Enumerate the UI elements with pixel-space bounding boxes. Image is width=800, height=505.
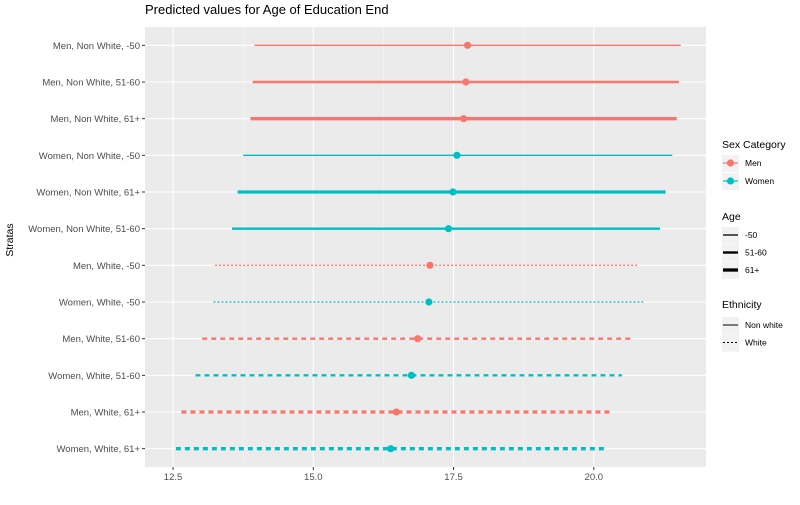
legend-title-age: Age	[722, 211, 741, 223]
x-tick-label: 20.0	[585, 472, 604, 483]
legend-title-ethnicity: Ethnicity	[722, 299, 762, 311]
legend-label: White	[745, 338, 767, 348]
y-tick-label: Men, Non White, -50	[53, 41, 140, 52]
legend-title-sex: Sex Category	[722, 139, 786, 151]
y-tick-label: Women, Non White, -50	[39, 151, 140, 162]
chart-title: Predicted values for Age of Education En…	[145, 2, 389, 17]
plot-panel	[145, 27, 706, 467]
legend: Sex Category Men Women Age -50 51-60 61+ Ethnic…	[722, 139, 786, 352]
x-tick-label: 15.0	[304, 472, 323, 483]
legend-label: Non white	[745, 320, 783, 330]
marks-layer	[175, 41, 681, 453]
legend-label: Women	[745, 176, 774, 186]
y-tick-label: Men, White, -50	[73, 261, 140, 272]
y-tick-label: Women, Non White, 51-60	[28, 224, 140, 235]
legend-key-point	[726, 177, 735, 185]
estimate-point	[426, 261, 434, 269]
estimate-point	[449, 188, 457, 196]
axis-layer: Men, Non White, -50 Men, Non White, 51-60…	[28, 41, 603, 483]
estimate-point	[462, 78, 470, 86]
y-tick-label: Women, White, 61+	[56, 444, 140, 455]
y-tick-label: Men, Non White, 51-60	[42, 78, 140, 89]
y-tick-label: Women, Non White, 61+	[36, 188, 140, 199]
estimate-point	[453, 151, 461, 159]
y-tick-label: Men, Non White, 61+	[50, 114, 140, 125]
legend-key-bg	[722, 334, 739, 352]
legend-label: Men	[745, 158, 762, 168]
y-tick-label: Men, White, 61+	[71, 408, 141, 419]
estimate-point	[407, 371, 416, 379]
y-tick-label: Women, White, -50	[59, 298, 140, 309]
y-tick-label: Men, White, 51-60	[62, 334, 140, 345]
estimate-point	[463, 41, 472, 49]
estimate-point	[444, 225, 453, 233]
estimate-point	[392, 408, 400, 416]
estimate-point	[387, 445, 395, 453]
legend-label: -50	[745, 230, 758, 240]
legend-key-point	[726, 159, 735, 167]
x-tick-label: 12.5	[164, 472, 183, 483]
legend-label: 61+	[745, 265, 759, 275]
estimate-point	[414, 335, 422, 343]
legend-label: 51-60	[745, 248, 767, 258]
x-tick-label: 17.5	[444, 472, 463, 483]
estimate-point	[460, 115, 468, 123]
y-axis-label: Stratas	[4, 223, 16, 256]
y-tick-label: Women, White, 51-60	[48, 371, 140, 382]
estimate-point	[425, 298, 433, 306]
